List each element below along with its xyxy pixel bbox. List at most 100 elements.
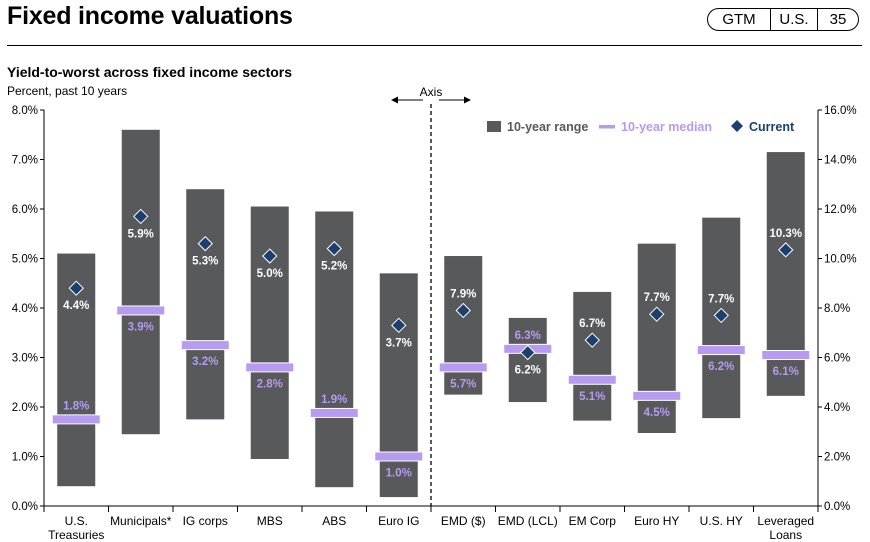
- median-marker: [116, 305, 166, 316]
- median-label: 3.2%: [192, 356, 218, 368]
- x-tick-label: EMD ($): [441, 514, 486, 528]
- x-tick-label: Euro IG: [378, 514, 419, 528]
- left-tick-label: 8.0%: [12, 105, 38, 117]
- x-tick-label: U.S.: [65, 514, 88, 528]
- x-tick-label: EMD (LCL): [498, 514, 558, 528]
- x-tick-label: Loans: [769, 528, 802, 542]
- median-label: 1.0%: [386, 468, 412, 480]
- median-marker: [761, 350, 811, 361]
- left-tick-label: 7.0%: [12, 155, 38, 167]
- legend-range-label: 10-year range: [507, 120, 588, 134]
- left-tick-label: 5.0%: [12, 254, 38, 266]
- page-badge: GTM U.S. 35: [707, 8, 859, 31]
- left-tick-label: 6.0%: [12, 204, 38, 216]
- left-tick-label: 4.0%: [12, 303, 38, 315]
- right-tick-label: 0.0%: [824, 501, 850, 513]
- current-marker: [778, 242, 794, 258]
- right-tick-label: 2.0%: [824, 452, 850, 464]
- axis-arrow-right-icon: [464, 96, 471, 104]
- badge-region: U.S.: [771, 9, 818, 30]
- legend-median-label: 10-year median: [621, 120, 712, 134]
- range-bar: [250, 206, 289, 459]
- median-marker: [438, 362, 488, 373]
- median-label: 2.8%: [257, 378, 283, 390]
- axis-arrow-left-icon: [391, 96, 398, 104]
- right-tick-label: 8.0%: [824, 303, 850, 315]
- median-label: 5.7%: [450, 378, 476, 390]
- left-tick-label: 3.0%: [12, 353, 38, 365]
- median-label: 6.2%: [708, 361, 734, 373]
- median-label: 6.1%: [773, 366, 799, 378]
- title-divider: [7, 45, 862, 46]
- current-label: 5.0%: [257, 268, 283, 280]
- x-tick-label: Municipals*: [110, 514, 172, 528]
- chart-subtitle: Percent, past 10 years: [7, 84, 128, 98]
- current-label: 3.7%: [386, 337, 412, 349]
- median-marker: [51, 414, 101, 425]
- median-label: 4.5%: [644, 407, 670, 419]
- median-marker: [180, 340, 230, 351]
- current-marker: [391, 317, 407, 334]
- range-bar: [444, 256, 483, 395]
- current-marker: [584, 332, 600, 348]
- right-tick-label: 12.0%: [824, 204, 857, 216]
- median-label: 6.3%: [515, 330, 541, 342]
- current-marker: [133, 208, 149, 225]
- axis-divider-label: Axis: [420, 85, 443, 99]
- left-tick-label: 2.0%: [12, 402, 38, 414]
- current-label: 7.7%: [644, 292, 670, 304]
- x-tick-label: EM Corp: [569, 514, 617, 528]
- current-label: 7.9%: [450, 288, 476, 300]
- current-label: 5.2%: [321, 261, 347, 273]
- current-label: 7.7%: [708, 293, 734, 305]
- median-label: 1.9%: [321, 394, 347, 406]
- current-marker: [68, 280, 84, 296]
- median-marker: [374, 451, 424, 462]
- range-bar: [315, 211, 354, 488]
- current-label: 4.4%: [63, 300, 89, 312]
- page-title: Fixed income valuations: [7, 2, 293, 30]
- badge-gtm: GTM: [708, 9, 771, 30]
- x-tick-label: Euro HY: [634, 514, 679, 528]
- current-label: 10.3%: [769, 228, 802, 240]
- range-bar: [186, 189, 225, 420]
- x-tick-label: ABS: [322, 514, 346, 528]
- median-label: 3.9%: [128, 321, 154, 333]
- right-tick-label: 10.0%: [824, 254, 857, 266]
- current-marker: [197, 235, 213, 252]
- current-label: 5.9%: [128, 228, 154, 240]
- left-tick-label: 1.0%: [12, 452, 38, 464]
- legend-median-swatch: [599, 125, 615, 129]
- right-tick-label: 14.0%: [824, 155, 857, 167]
- right-tick-label: 16.0%: [824, 105, 857, 117]
- median-marker: [632, 390, 682, 401]
- current-marker: [455, 302, 471, 319]
- current-label: 6.7%: [579, 318, 605, 330]
- current-marker: [262, 248, 278, 264]
- median-label: 1.8%: [63, 400, 89, 412]
- x-tick-label: Leveraged: [757, 514, 814, 528]
- median-marker: [245, 362, 295, 373]
- range-bar: [637, 243, 676, 433]
- median-marker: [696, 345, 746, 356]
- median-marker: [309, 407, 359, 418]
- left-tick-label: 0.0%: [12, 501, 38, 513]
- current-marker: [326, 240, 342, 257]
- current-label: 5.3%: [192, 256, 218, 268]
- x-tick-label: Treasuries: [48, 528, 104, 542]
- current-marker: [520, 344, 536, 361]
- right-tick-label: 6.0%: [824, 353, 850, 365]
- current-label: 6.2%: [515, 365, 541, 377]
- median-marker: [567, 374, 617, 385]
- badge-page-number: 35: [829, 11, 847, 28]
- current-marker: [713, 307, 729, 324]
- x-tick-label: IG corps: [183, 514, 228, 528]
- median-label: 5.1%: [579, 391, 605, 403]
- right-tick-label: 4.0%: [824, 402, 850, 414]
- legend-current-icon: [731, 120, 743, 132]
- legend-range-swatch: [487, 121, 501, 132]
- chart-title: Yield-to-worst across fixed income secto…: [7, 64, 293, 80]
- range-bar: [121, 129, 160, 435]
- current-marker: [649, 306, 665, 322]
